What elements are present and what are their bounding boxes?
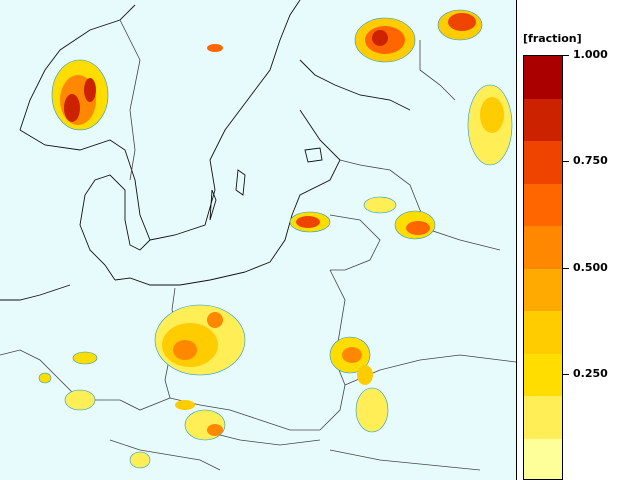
colorbar-tick-label: 0.500: [573, 260, 608, 274]
field-poland-east: [329, 336, 389, 433]
border-poland-south: [169, 397, 320, 431]
border-germany-west: [0, 349, 120, 401]
colorbar-segment: [524, 56, 562, 99]
field-norway: [51, 59, 109, 131]
field-czech: [175, 400, 226, 441]
coastline-poland-germany: [114, 271, 246, 286]
border-lithuania-belarus: [329, 214, 381, 271]
island-gotland: [235, 169, 246, 196]
border-finland-russia: [419, 40, 456, 101]
coastline-baltic: [244, 109, 341, 273]
field-germany: [38, 351, 151, 469]
border-norway-sweden: [119, 19, 141, 181]
map-canvas: [0, 0, 516, 471]
border-belarus-ukraine: [344, 354, 516, 386]
fraction-field: [38, 9, 513, 469]
legend-unit-label: [fraction]: [523, 32, 582, 45]
colorbar: [523, 55, 563, 480]
island-oland: [209, 189, 217, 221]
field-baltic: [289, 196, 436, 240]
colorbar-segment: [524, 98, 562, 141]
island-saaremaa: [304, 147, 323, 163]
colorbar-segment: [524, 268, 562, 311]
coastline-finland: [299, 59, 411, 111]
colorbar-tick-label: 1.000: [573, 48, 608, 61]
border-ukraine-romania: [329, 449, 481, 471]
border-austria: [109, 439, 221, 471]
colorbar-tick-label: 0.250: [573, 366, 608, 380]
legend-panel: [fraction] 1.000 0.750 0.500 0.250: [517, 0, 640, 480]
colorbar-tick: [563, 267, 569, 269]
field-north: [207, 9, 483, 63]
colorbar-segment: [524, 183, 562, 226]
colorbar-segment: [524, 353, 562, 396]
colorbar-tick: [563, 373, 569, 375]
colorbar-segment: [524, 311, 562, 354]
colorbar-segment: [524, 396, 562, 439]
coastlines: [0, 0, 411, 301]
coastline-denmark: [79, 174, 151, 281]
colorbar-tick: [563, 161, 569, 163]
coastline-west: [0, 284, 71, 301]
field-poland-west: [154, 304, 246, 376]
colorbar-tick: [563, 55, 569, 56]
coastline-sweden-east: [149, 0, 301, 241]
colorbar-tick-label: 0.750: [573, 154, 608, 168]
border-baltic-russia: [339, 159, 501, 251]
colorbar-segment: [524, 226, 562, 269]
map-panel: [0, 0, 517, 480]
country-borders: [0, 19, 516, 471]
colorbar-segment: [524, 438, 562, 479]
field-russia-ne: [467, 84, 513, 166]
colorbar-segment: [524, 141, 562, 184]
border-czech: [119, 397, 171, 411]
